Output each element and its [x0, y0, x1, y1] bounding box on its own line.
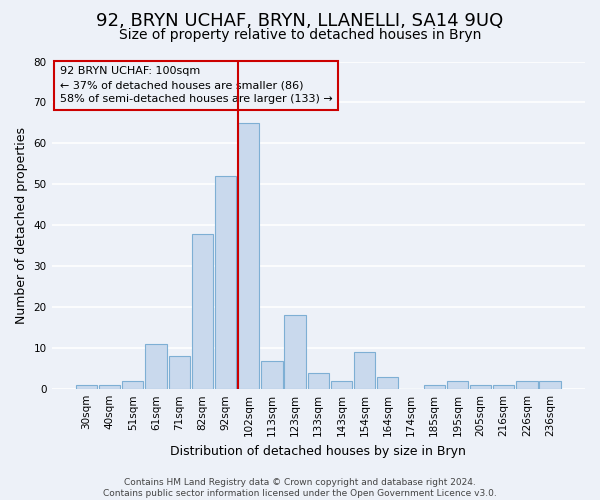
Bar — [261, 360, 283, 389]
Y-axis label: Number of detached properties: Number of detached properties — [15, 127, 28, 324]
X-axis label: Distribution of detached houses by size in Bryn: Distribution of detached houses by size … — [170, 444, 466, 458]
Text: Size of property relative to detached houses in Bryn: Size of property relative to detached ho… — [119, 28, 481, 42]
Bar — [215, 176, 236, 389]
Bar — [377, 377, 398, 389]
Bar — [238, 123, 259, 389]
Bar — [446, 381, 468, 389]
Bar — [122, 381, 143, 389]
Bar — [354, 352, 375, 389]
Bar — [516, 381, 538, 389]
Bar — [539, 381, 561, 389]
Text: 92, BRYN UCHAF, BRYN, LLANELLI, SA14 9UQ: 92, BRYN UCHAF, BRYN, LLANELLI, SA14 9UQ — [97, 12, 503, 30]
Bar — [169, 356, 190, 389]
Bar — [470, 385, 491, 389]
Bar — [424, 385, 445, 389]
Bar — [284, 316, 306, 389]
Bar — [76, 385, 97, 389]
Bar — [191, 234, 213, 389]
Text: 92 BRYN UCHAF: 100sqm
← 37% of detached houses are smaller (86)
58% of semi-deta: 92 BRYN UCHAF: 100sqm ← 37% of detached … — [59, 66, 332, 104]
Bar — [145, 344, 167, 389]
Bar — [331, 381, 352, 389]
Text: Contains HM Land Registry data © Crown copyright and database right 2024.
Contai: Contains HM Land Registry data © Crown c… — [103, 478, 497, 498]
Bar — [308, 373, 329, 389]
Bar — [493, 385, 514, 389]
Bar — [99, 385, 120, 389]
